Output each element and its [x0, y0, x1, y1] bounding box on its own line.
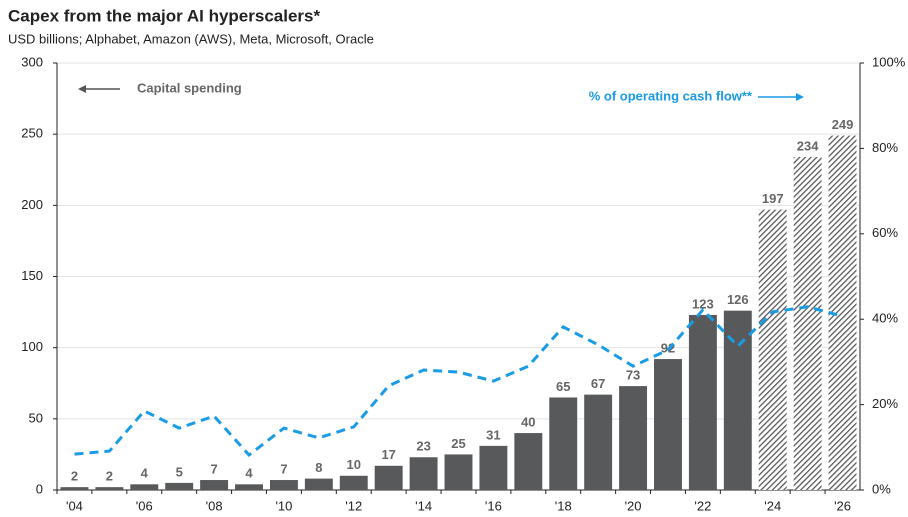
- bar: [95, 487, 124, 490]
- bar: [723, 310, 752, 490]
- bar: [793, 156, 822, 490]
- bar: [549, 397, 578, 490]
- data-label: 8: [315, 460, 322, 475]
- x-tick-label: '10: [275, 498, 292, 513]
- bar: [758, 209, 787, 490]
- y-tick-label: 0: [36, 481, 43, 496]
- x-tick-label: '12: [345, 498, 362, 513]
- data-label: 123: [692, 296, 714, 311]
- bar: [339, 475, 368, 490]
- y2-tick-label: 20%: [872, 396, 898, 411]
- data-label: 25: [451, 436, 465, 451]
- y-tick-label: 200: [21, 197, 43, 212]
- data-label: 2: [71, 469, 78, 484]
- bar: [514, 433, 543, 490]
- line: [74, 305, 843, 458]
- arrow-head: [78, 85, 86, 93]
- bar: [200, 480, 229, 490]
- bar: [688, 314, 717, 490]
- data-label: 2: [106, 469, 113, 484]
- x-tick-label: '08: [206, 498, 223, 513]
- data-label: 40: [521, 415, 535, 430]
- data-label: 67: [591, 376, 605, 391]
- y-tick-label: 100: [21, 339, 43, 354]
- x-tick-label: '18: [555, 498, 572, 513]
- data-label: 7: [280, 461, 287, 476]
- data-label: 31: [486, 427, 500, 442]
- data-label: 73: [626, 368, 640, 383]
- data-label: 5: [176, 464, 183, 479]
- series-label: % of operating cash flow**: [589, 88, 753, 103]
- data-label: 126: [727, 292, 749, 307]
- data-label: 249: [832, 117, 854, 132]
- x-tick-label: '24: [764, 498, 781, 513]
- data-label: 4: [245, 466, 253, 481]
- y2-tick-label: 60%: [872, 225, 898, 240]
- bar: [619, 386, 648, 490]
- chart-subtitle: USD billions; Alphabet, Amazon (AWS), Me…: [8, 31, 374, 46]
- data-label: 4: [141, 466, 149, 481]
- y2-tick-label: 80%: [872, 140, 898, 155]
- x-tick-label: '06: [136, 498, 153, 513]
- y2-tick-label: 100%: [872, 54, 906, 69]
- chart-title: Capex from the major AI hyperscalers*: [8, 6, 320, 25]
- data-label: 23: [416, 439, 430, 454]
- x-tick-label: '20: [625, 498, 642, 513]
- x-tick-label: '04: [66, 498, 83, 513]
- x-tick-label: '14: [415, 498, 432, 513]
- data-label: 17: [381, 447, 395, 462]
- data-label: 197: [762, 191, 784, 206]
- bar: [409, 457, 438, 490]
- y-tick-label: 300: [21, 54, 43, 69]
- bar: [584, 394, 613, 490]
- bar: [374, 465, 403, 490]
- bar: [165, 482, 194, 490]
- y-tick-label: 150: [21, 268, 43, 283]
- data-label: 234: [797, 138, 819, 153]
- bar: [60, 487, 89, 490]
- bar: [304, 478, 333, 490]
- bar: [654, 359, 682, 490]
- data-label: 10: [347, 457, 361, 472]
- y2-tick-label: 0%: [872, 481, 891, 496]
- y2-tick-label: 40%: [872, 311, 898, 326]
- bar: [479, 445, 508, 490]
- data-label: 7: [210, 461, 217, 476]
- x-tick-label: '16: [485, 498, 502, 513]
- x-tick-label: '26: [834, 498, 851, 513]
- data-label: 65: [556, 379, 570, 394]
- bar: [269, 480, 298, 490]
- bar: [444, 454, 473, 490]
- y-tick-label: 50: [29, 410, 43, 425]
- bar: [235, 484, 263, 490]
- series-label: Capital spending: [137, 80, 242, 95]
- arrow-head: [796, 93, 804, 101]
- x-tick-label: '22: [694, 498, 711, 513]
- bar: [130, 484, 159, 490]
- y-tick-label: 250: [21, 126, 43, 141]
